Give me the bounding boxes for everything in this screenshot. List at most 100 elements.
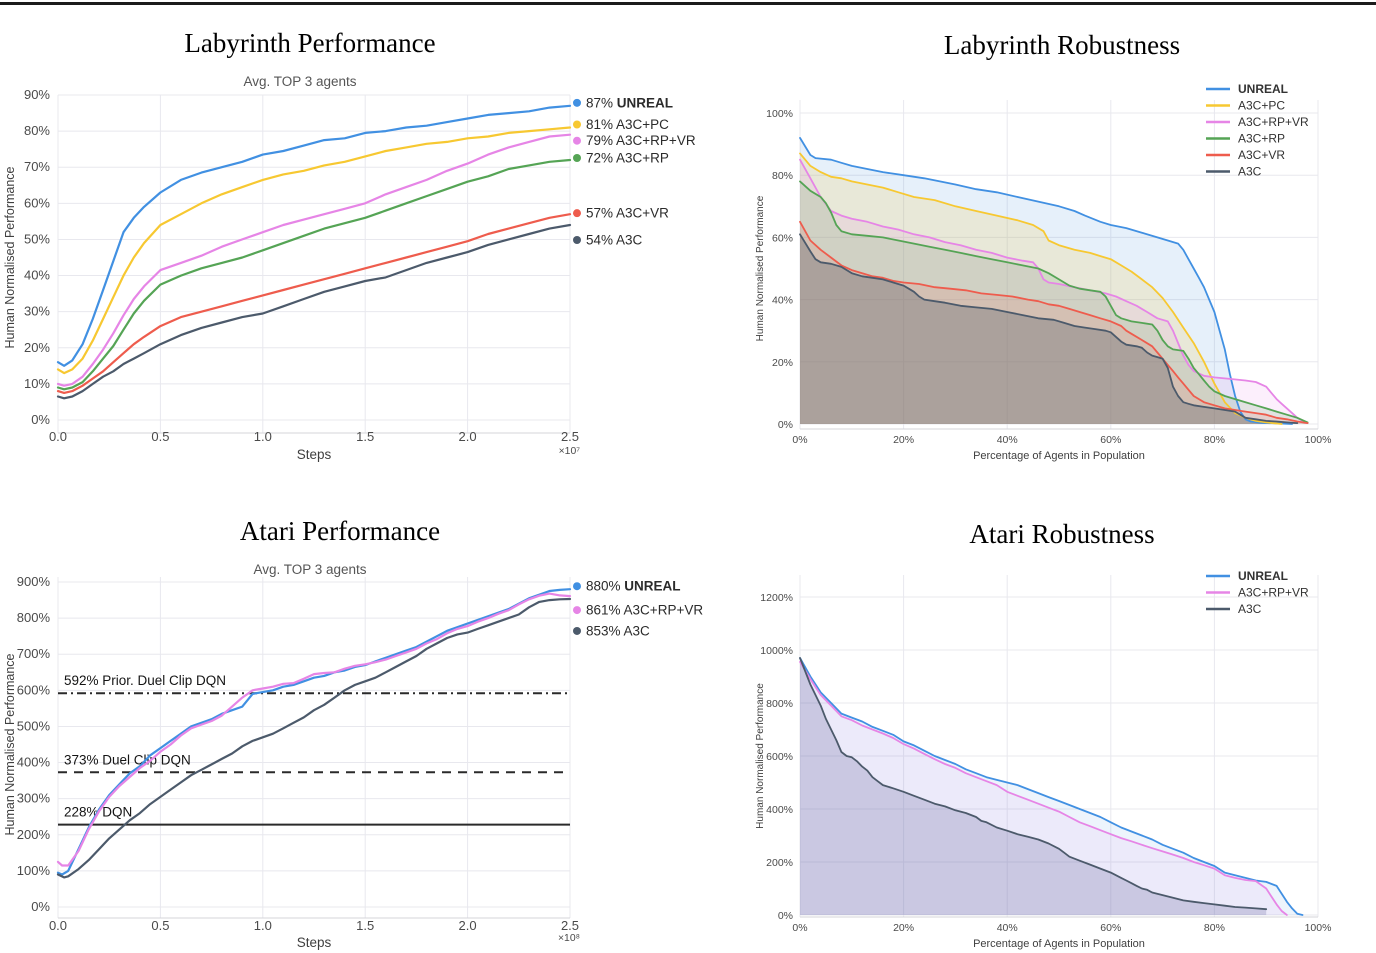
x-tick-label: 0.5 <box>151 918 169 933</box>
y-tick-label: 1200% <box>760 592 793 604</box>
y-tick-label: 1000% <box>760 645 793 657</box>
series-line-UNREAL <box>799 657 1304 916</box>
series-end-label-A3C: 853% A3C <box>586 623 650 638</box>
y-tick-label: 900% <box>17 574 51 589</box>
y-tick-label: 20% <box>24 340 50 355</box>
x-tick-label: 1.5 <box>356 429 374 444</box>
x-tick-label: 1.0 <box>254 918 272 933</box>
series-line-A3C+RP <box>799 180 1309 424</box>
series-end-dot-A3C+RP <box>573 154 581 162</box>
series-end-dot-A3C+VR <box>573 209 581 218</box>
series-area-A3C+RP <box>800 181 1308 424</box>
y-tick-label: 80% <box>772 170 793 182</box>
chart-labyrinth-performance: 0.0 0.5 1.0 1.5 2.0 2.5 0% 10% 20% 30% 40% 50% 60% 70… <box>3 87 696 462</box>
y-tick-label: 60% <box>24 195 50 210</box>
series-area-A3C+RP+VR <box>800 661 1287 915</box>
y-tick-label: 800% <box>17 610 51 625</box>
x-tick-label: 1.0 <box>254 429 272 444</box>
x-tick-label: 2.5 <box>561 918 579 933</box>
series-end-label-UNREAL: 87% UNREAL <box>586 95 673 110</box>
x-axis-multiplier: ×10⁸ <box>558 933 580 944</box>
y-tick-label: 300% <box>17 791 51 806</box>
y-tick-label: 50% <box>24 231 50 246</box>
series-area-A3C <box>800 234 1298 424</box>
y-axis-label: Human Normalised Performance <box>755 683 766 829</box>
x-tick-label: 1.5 <box>356 918 374 933</box>
series-line-A3C+RP+VR <box>56 592 572 867</box>
y-axis-label: Human Normalised Performance <box>3 653 17 835</box>
x-tick-label: 80% <box>1204 922 1225 934</box>
y-tick-label: 200% <box>766 857 793 869</box>
series-end-dot-A3C+PC <box>573 120 581 129</box>
chart-title-atari-robustness: Atari Robustness <box>969 519 1155 549</box>
series-line-UNREAL <box>56 588 572 876</box>
series-line-UNREAL <box>799 136 1293 425</box>
x-axis-label: Percentage of Agents in Population <box>973 938 1145 950</box>
legend-label-A3C+RP+VR: A3C+RP+VR <box>1238 115 1309 129</box>
reference-line-label: 373% Duel Clip DQN <box>64 752 191 767</box>
series-end-dot-UNREAL <box>573 582 581 591</box>
series-line-A3C <box>799 657 1268 911</box>
series-line-A3C <box>799 233 1299 425</box>
chart-subtitle-labyrinth-performance: Avg. TOP 3 agents <box>243 74 357 89</box>
chart-title-labyrinth-performance: Labyrinth Performance <box>184 28 436 58</box>
series-line-A3C <box>56 597 572 879</box>
x-tick-label: 20% <box>893 922 914 934</box>
legend-label-A3C+PC: A3C+PC <box>1238 99 1285 113</box>
y-tick-label: 80% <box>24 123 50 138</box>
x-axis-label: Steps <box>297 447 332 462</box>
x-tick-label: 0.5 <box>151 429 169 444</box>
series-end-label-A3C+RP+VR: 861% A3C+RP+VR <box>586 603 703 618</box>
y-tick-label: 30% <box>24 304 50 319</box>
y-tick-label: 20% <box>772 357 793 369</box>
legend-label-UNREAL: UNREAL <box>1238 82 1288 96</box>
x-tick-label: 100% <box>1305 434 1332 446</box>
x-tick-label: 100% <box>1305 922 1332 934</box>
y-tick-label: 0% <box>31 412 50 427</box>
series-end-dot-A3C+RP+VR <box>573 136 581 145</box>
y-tick-label: 200% <box>17 827 51 842</box>
series-line-A3C+VR <box>56 213 572 394</box>
y-tick-label: 400% <box>17 755 51 770</box>
series-end-label-A3C+VR: 57% A3C+VR <box>586 206 669 221</box>
legend-label-A3C+RP+VR: A3C+RP+VR <box>1238 586 1309 600</box>
y-tick-label: 500% <box>17 718 51 733</box>
series-end-dot-UNREAL <box>573 98 581 107</box>
y-tick-label: 0% <box>778 419 793 431</box>
x-tick-label: 2.5 <box>561 429 579 444</box>
y-tick-label: 40% <box>24 268 50 283</box>
series-end-dot-A3C <box>573 236 581 244</box>
series-area-A3C <box>800 658 1267 915</box>
series-end-label-A3C+RP+VR: 79% A3C+RP+VR <box>586 133 696 148</box>
x-tick-label: 60% <box>1100 434 1121 446</box>
y-tick-label: 100% <box>17 863 51 878</box>
y-tick-label: 700% <box>17 646 51 661</box>
series-line-A3C+RP+VR <box>799 158 1309 425</box>
y-tick-label: 100% <box>766 108 793 120</box>
legend-label-A3C: A3C <box>1238 602 1262 616</box>
series-end-dot-A3C+RP+VR <box>573 606 581 615</box>
series-end-dot-A3C <box>573 626 581 635</box>
y-tick-label: 0% <box>31 899 50 914</box>
x-tick-label: 0% <box>792 434 807 446</box>
series-line-A3C+RP+VR <box>799 661 1288 916</box>
y-tick-label: 600% <box>766 751 793 763</box>
chart-atari-robustness: 0% 20% 40% 60% 80% 100% 0% 200% 400% 600% 800% 1000… <box>755 569 1331 950</box>
x-tick-label: 40% <box>997 922 1018 934</box>
x-axis-label: Percentage of Agents in Population <box>973 450 1145 462</box>
series-line-UNREAL <box>56 104 572 367</box>
x-tick-label: 0.0 <box>49 429 67 444</box>
chart-title-labyrinth-robustness: Labyrinth Robustness <box>943 30 1181 60</box>
chart-title-atari-performance: Atari Performance <box>239 516 441 546</box>
x-tick-label: 2.0 <box>459 429 477 444</box>
y-tick-label: 800% <box>766 698 793 710</box>
series-end-label-A3C: 54% A3C <box>586 233 643 248</box>
x-tick-label: 0% <box>792 922 807 934</box>
y-tick-label: 70% <box>24 159 50 174</box>
y-tick-label: 40% <box>772 295 793 307</box>
x-axis-label: Steps <box>297 935 332 950</box>
legend-label-A3C+VR: A3C+VR <box>1238 148 1285 162</box>
legend-label-A3C+RP: A3C+RP <box>1238 132 1285 146</box>
